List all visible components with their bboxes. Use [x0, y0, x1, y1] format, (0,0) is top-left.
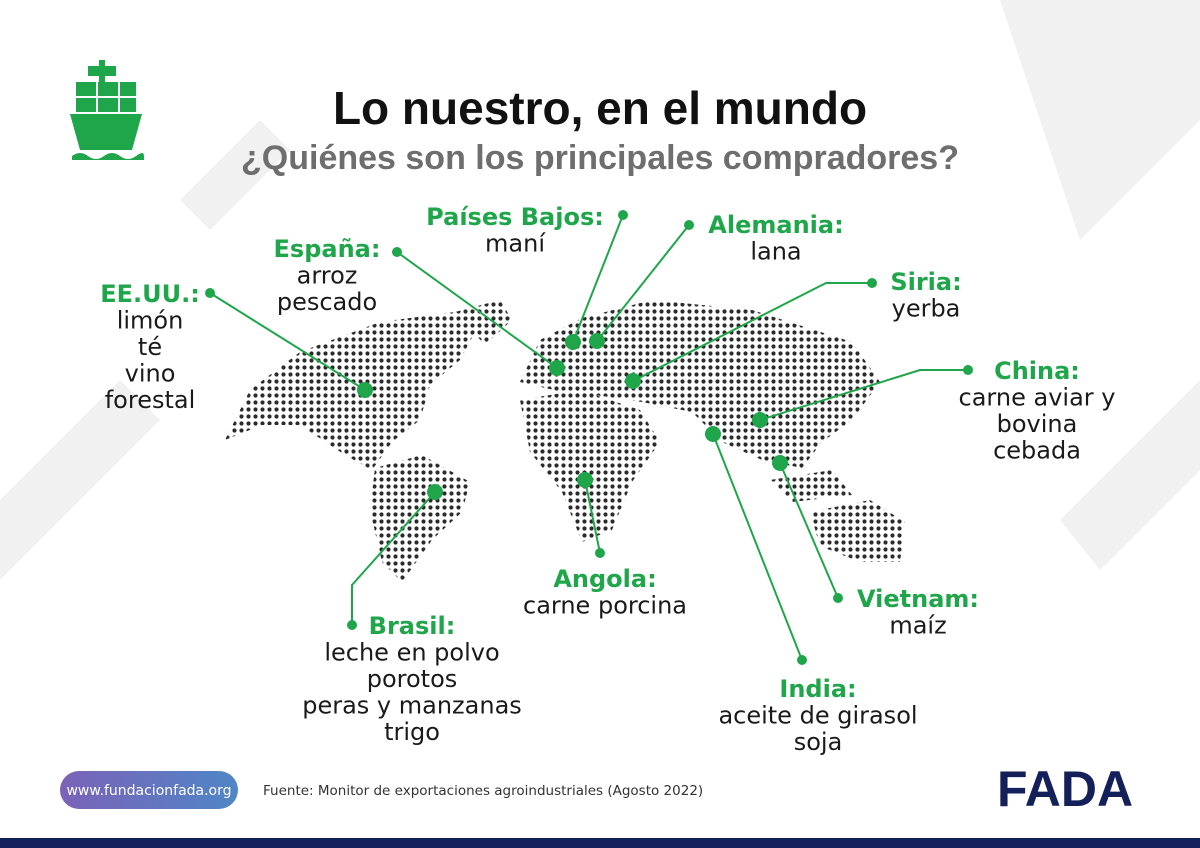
- map-dot: [549, 360, 565, 376]
- leader-line: [396, 251, 558, 369]
- country-name: Países Bajos:: [426, 203, 604, 231]
- leader-line: [712, 433, 803, 661]
- url: www.fundacionfada.org: [66, 783, 231, 799]
- label-dot: [205, 288, 215, 298]
- map-dot: [752, 412, 768, 428]
- leader-line: [351, 491, 436, 625]
- country-name: España:: [274, 235, 381, 263]
- product: maní: [485, 230, 546, 258]
- product: té: [138, 333, 162, 361]
- subtitle: ¿Quiénes son los principales compradores…: [241, 139, 959, 177]
- url-pill: [60, 771, 238, 809]
- map-dot: [705, 426, 721, 442]
- ship-icon: [70, 60, 144, 160]
- source: Fuente: Monitor de exportaciones agroind…: [263, 783, 703, 799]
- product: leche en polvo: [324, 639, 499, 667]
- product: carne aviar y: [959, 384, 1116, 412]
- map-dot: [357, 382, 373, 398]
- bottom-bar: [0, 838, 1200, 848]
- label-dot: [684, 220, 694, 230]
- product: limón: [117, 307, 184, 335]
- label-dot: [963, 365, 973, 375]
- leader-line: [572, 214, 624, 343]
- product: pescado: [277, 288, 377, 316]
- title: Lo nuestro, en el mundo: [333, 82, 867, 134]
- logo: FADA: [997, 761, 1133, 817]
- country-name: China:: [994, 357, 1080, 385]
- country-labels: EE.UU.:limóntévinoforestalEspaña:arrozpe…: [100, 203, 1115, 756]
- leader-line: [779, 462, 839, 599]
- leader-line: [632, 282, 872, 382]
- background-decor: [0, 0, 1200, 580]
- label-dot: [867, 278, 877, 288]
- label-dot: [347, 620, 357, 630]
- country-name: Angola:: [553, 565, 656, 593]
- product: trigo: [384, 718, 440, 746]
- country-name: EE.UU.:: [100, 280, 200, 308]
- product: lana: [750, 238, 801, 266]
- country-name: India:: [779, 675, 856, 703]
- map-dot: [589, 333, 605, 349]
- leader-line: [596, 224, 690, 342]
- product: forestal: [105, 386, 196, 414]
- product: arroz: [297, 262, 358, 290]
- label-dot: [797, 655, 807, 665]
- label-dot: [595, 548, 605, 558]
- product: bovina: [997, 410, 1078, 438]
- leader-line: [584, 479, 601, 554]
- map-dot: [772, 455, 788, 471]
- label-dot: [833, 593, 843, 603]
- leader-line: [759, 369, 968, 421]
- product: soja: [794, 728, 843, 756]
- label-dot: [618, 210, 628, 220]
- product: yerba: [892, 295, 961, 323]
- map-dot: [577, 472, 593, 488]
- map-dot: [625, 373, 641, 389]
- country-name: Siria:: [890, 268, 961, 296]
- world-map: [225, 300, 905, 582]
- map-dot: [565, 334, 581, 350]
- product: cebada: [993, 437, 1081, 465]
- label-dot: [392, 247, 402, 257]
- product: peras y manzanas: [302, 692, 522, 720]
- country-name: Vietnam:: [857, 585, 979, 613]
- country-name: Alemania:: [708, 211, 843, 239]
- product: porotos: [367, 665, 458, 693]
- product: carne porcina: [523, 592, 687, 620]
- leader-line: [209, 292, 366, 391]
- map-dot: [427, 484, 443, 500]
- product: maíz: [889, 612, 946, 640]
- country-name: Brasil:: [369, 612, 456, 640]
- product: aceite de girasol: [718, 702, 917, 730]
- product: vino: [125, 360, 176, 388]
